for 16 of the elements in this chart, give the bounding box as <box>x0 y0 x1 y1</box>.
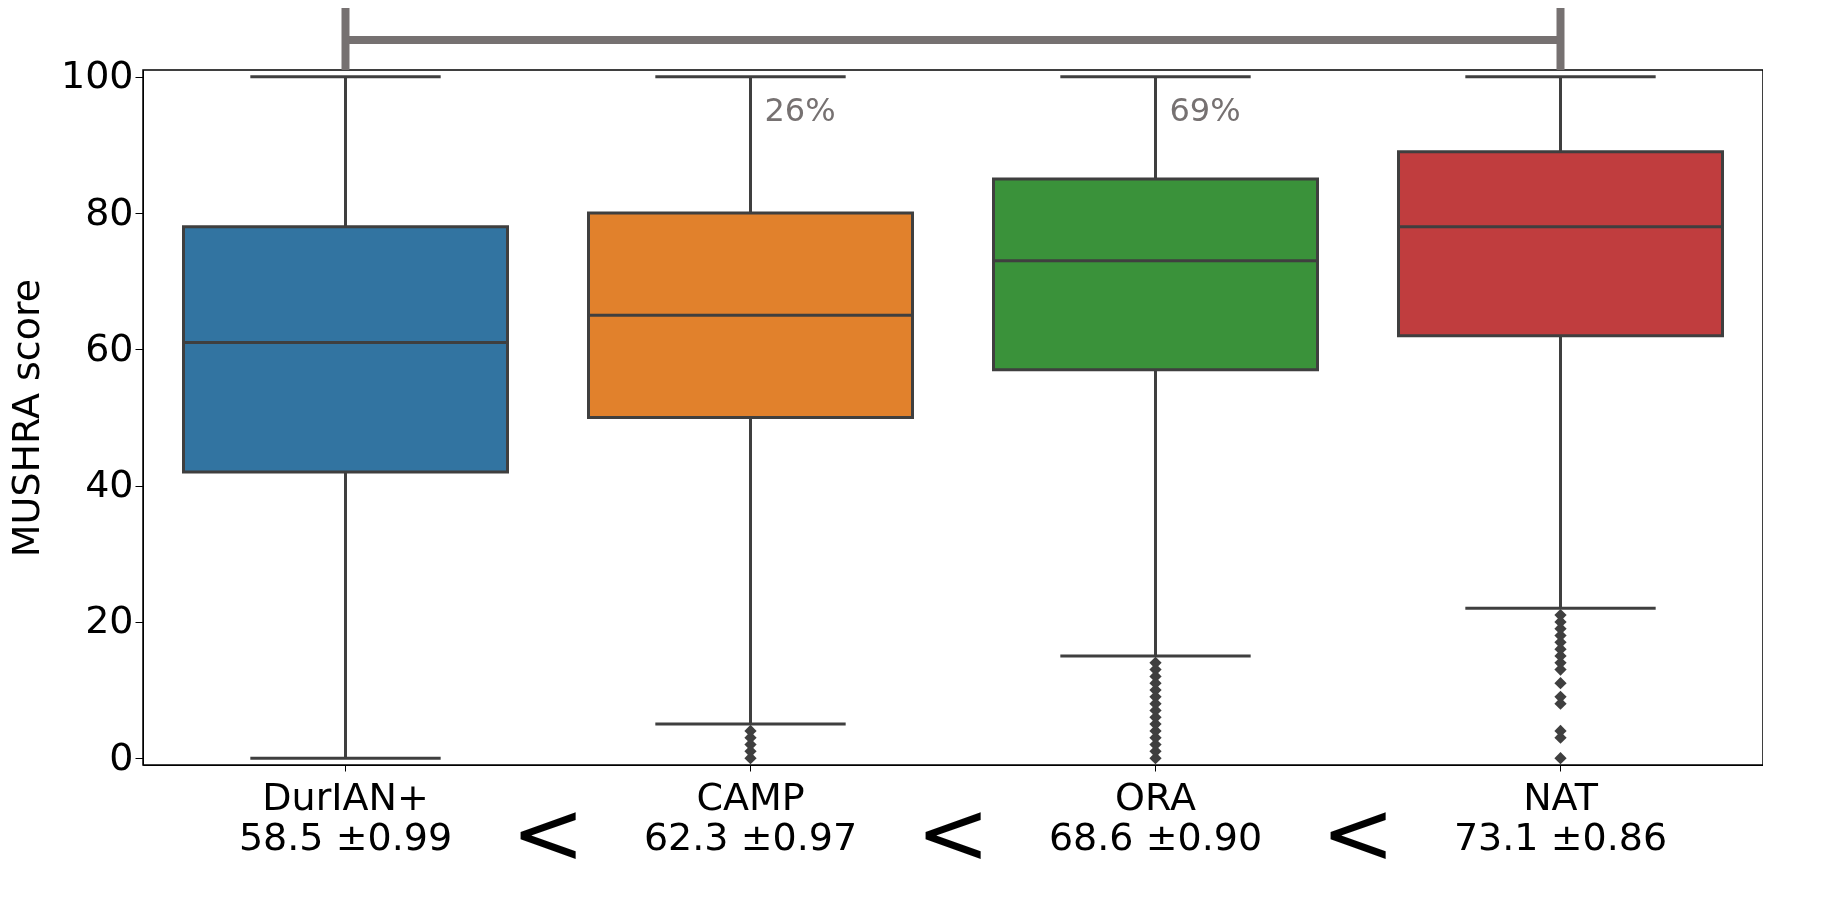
y-tick-label: 40 <box>85 462 134 507</box>
x-tick-label: NAT 73.1 ±0.86 <box>1453 774 1668 859</box>
y-tick-label: 60 <box>85 325 134 370</box>
x-tick-label: CAMP 62.3 ±0.97 <box>643 774 858 859</box>
y-tick-label: 100 <box>60 53 134 98</box>
text: < <box>916 781 990 884</box>
x-tick-label: ORA 68.6 ±0.90 <box>1048 774 1263 859</box>
y-tick-label: 20 <box>85 598 134 643</box>
x-tick-label: DurIAN+ 58.5 ±0.99 <box>238 774 453 859</box>
annotation: 69% <box>1169 90 1241 129</box>
text: < <box>1321 781 1395 884</box>
y-tick-label: 0 <box>109 734 134 779</box>
y-tick-label: 80 <box>85 189 134 234</box>
annotation: 26% <box>764 90 836 129</box>
y-axis-title: MUSHRA score <box>3 278 48 558</box>
text: < <box>511 781 585 884</box>
